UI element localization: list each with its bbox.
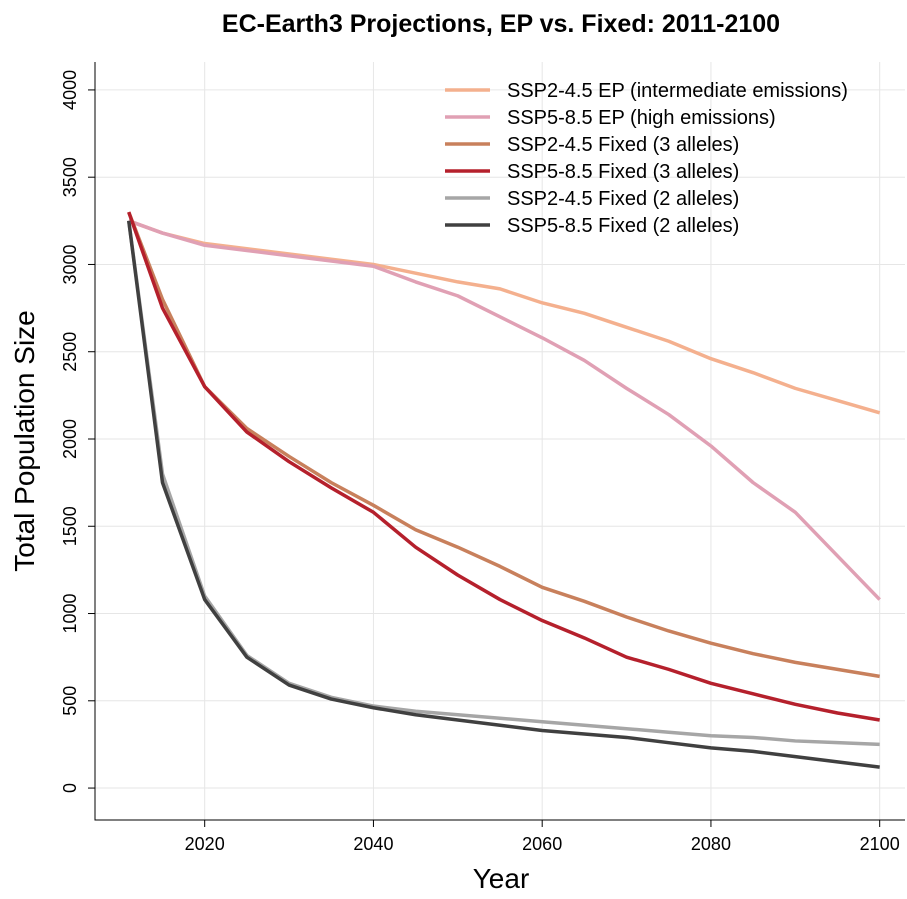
x-tick-label: 2060 [522,834,562,854]
y-tick-label: 2500 [60,332,80,372]
x-tick-label: 2080 [691,834,731,854]
legend-label: SSP2-4.5 Fixed (2 alleles) [507,188,739,210]
y-tick-label: 4000 [60,70,80,110]
y-tick-label: 0 [60,783,80,793]
series-line [128,219,881,601]
series-line [127,211,880,679]
y-tick-label: 2000 [60,419,80,459]
x-tick-label: 2100 [860,834,900,854]
y-tick-label: 3500 [60,157,80,197]
legend-label: SSP2-4.5 Fixed (3 alleles) [507,134,739,156]
y-axis-label: Total Population Size [9,310,40,572]
legend-label: SSP5-8.5 Fixed (3 alleles) [507,161,739,183]
x-tick-label: 2040 [353,834,393,854]
x-axis-label: Year [473,863,530,894]
series-line [127,220,880,747]
series-line [127,211,880,722]
y-tick-label: 1000 [60,594,80,634]
chart-title: EC-Earth3 Projections, EP vs. Fixed: 201… [222,10,780,38]
legend-label: SSP5-8.5 Fixed (2 alleles) [507,215,739,237]
legend-label: SSP2-4.5 EP (intermediate emissions) [507,80,848,102]
x-tick-label: 2020 [185,834,225,854]
y-tick-label: 1500 [60,506,80,546]
y-tick-label: 500 [60,686,80,716]
y-tick-label: 3000 [60,244,80,284]
axis-frame [94,62,905,821]
series-line [127,220,880,769]
legend-label: SSP5-8.5 EP (high emissions) [507,107,776,129]
